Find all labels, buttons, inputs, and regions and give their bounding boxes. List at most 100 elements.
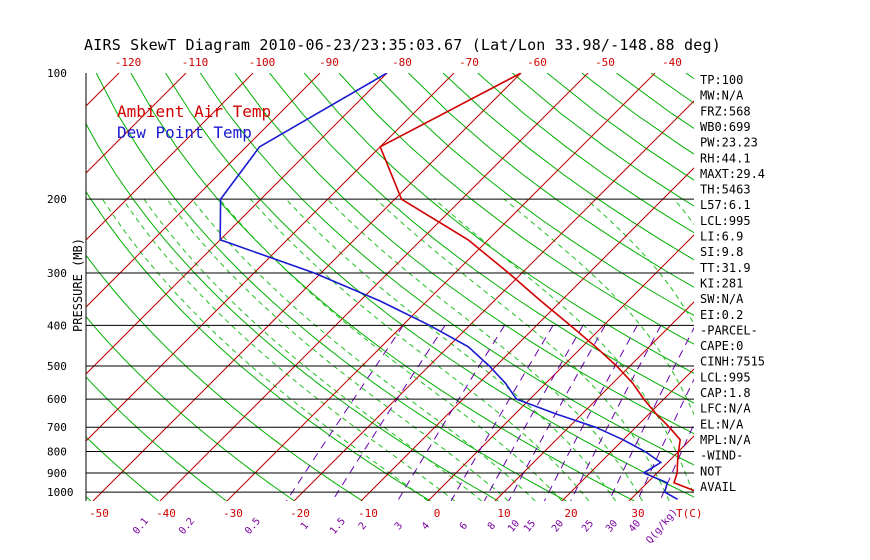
isotherm-line	[86, 73, 120, 107]
mixing-ratio-line	[331, 325, 446, 501]
moist-adiabat-line	[122, 198, 456, 501]
dry-adiabat-line	[130, 73, 635, 501]
isotherm-line	[561, 368, 694, 501]
dry-adiabat-line	[512, 73, 694, 207]
bottom-temp-tick-label: 0	[434, 507, 441, 520]
top-temp-tick-label: -70	[459, 56, 479, 69]
bottom-temp-tick-label: -20	[290, 507, 310, 520]
stat-line: LCL:995	[700, 370, 751, 384]
moist-adiabat-line	[326, 198, 643, 501]
top-temp-tick-label: -120	[115, 56, 142, 69]
stat-line: TP:100	[700, 73, 743, 87]
stat-line: PW:23.23	[700, 136, 758, 150]
isotherm-line	[86, 73, 321, 308]
mixing-ratio-line	[811, 325, 870, 501]
mixing-ratio-line	[758, 325, 828, 501]
stat-line: L57:6.1	[700, 198, 751, 212]
stat-line: LI:6.9	[700, 230, 743, 244]
stat-line: CAPE:0	[700, 339, 743, 353]
isotherm-line	[92, 73, 522, 501]
moist-adiabat-line	[433, 198, 694, 497]
dry-adiabat-line	[269, 73, 694, 404]
dry-adiabat-line	[0, 73, 23, 501]
bottom-temp-tick-label: -50	[89, 507, 109, 520]
dry-adiabat-line	[234, 73, 694, 435]
pressure-tick-label: 500	[47, 360, 67, 373]
mixing-ratio-label: 1.5	[328, 516, 348, 537]
mixing-ratio-label: 4	[420, 521, 432, 533]
isotherm-line	[494, 301, 694, 501]
stat-line: NOT	[700, 464, 722, 478]
mixing-ratio-label: 20	[550, 518, 566, 534]
air-temp-line	[379, 73, 694, 492]
isotherm-line	[360, 167, 694, 501]
mixing-ratio-label: 15	[522, 518, 538, 534]
chart-title: AIRS SkewT Diagram 2010-06-23/23:35:03.6…	[84, 36, 721, 54]
mixing-ratio-label: 6	[458, 521, 470, 533]
dry-adiabat-line	[165, 73, 694, 498]
dry-adiabats	[0, 73, 870, 501]
pressure-tick-label: 800	[47, 446, 67, 459]
bottom-temp-tick-label: 20	[564, 507, 577, 520]
dry-adiabat-line	[825, 73, 870, 501]
top-temp-tick-label: -50	[595, 56, 615, 69]
legend-air-temp: Ambient Air Temp	[117, 102, 271, 121]
dry-adiabat-line	[95, 73, 567, 501]
isotherm-line	[0, 73, 52, 501]
stat-line: EL:N/A	[700, 417, 744, 431]
isotherm-line	[293, 100, 694, 501]
mixing-ratio-line	[659, 422, 694, 501]
moist-adiabat-line	[503, 198, 694, 416]
dry-adiabat-line	[790, 73, 870, 501]
mixing-ratio-label: 25	[580, 518, 596, 534]
y-axis-label: PRESSURE (MB)	[71, 238, 85, 332]
isotherm-line	[159, 73, 589, 501]
moist-adiabat-line	[143, 198, 482, 501]
stat-line: LFC:N/A	[700, 402, 751, 416]
mixing-ratio-line	[570, 325, 662, 501]
mixing-ratio-line	[636, 378, 694, 501]
pressure-tick-label: 400	[47, 319, 67, 332]
stat-line: WB0:699	[700, 120, 751, 134]
top-temp-tick-label: -90	[319, 56, 339, 69]
dry-adiabat-line	[86, 376, 227, 501]
pressure-tick-label: 200	[47, 193, 67, 206]
dry-adiabat-line	[477, 73, 694, 234]
stat-line: RH:44.1	[700, 151, 751, 165]
dry-adiabat-line	[755, 73, 870, 501]
dry-adiabat-line	[338, 73, 694, 345]
stat-line: -PARCEL-	[700, 323, 758, 337]
stat-line: AVAIL	[700, 480, 736, 494]
moist-adiabat-line	[819, 199, 830, 501]
stat-line: -WIND-	[700, 449, 743, 463]
dry-adiabat-line	[86, 190, 431, 501]
mixing-ratio-line	[508, 325, 606, 501]
stat-line: MAXT:29.4	[700, 167, 765, 181]
dry-adiabat-line	[86, 315, 295, 501]
isotherm-line	[226, 73, 656, 501]
moist-adiabats	[102, 198, 830, 501]
mixing-ratio-line	[778, 325, 846, 501]
isotherm-line	[86, 73, 388, 375]
isobars	[86, 198, 694, 493]
mixing-ratio-line	[483, 325, 584, 501]
bottom-temp-tick-label: -30	[223, 507, 243, 520]
isotherm-line	[86, 73, 254, 241]
mixing-ratio-label: 10	[506, 518, 522, 534]
moist-adiabat-line	[375, 198, 670, 501]
isotherm-line	[86, 73, 455, 442]
top-temp-tick-label: -60	[527, 56, 547, 69]
top-temp-tick-label: -100	[249, 56, 276, 69]
pressure-tick-label: 300	[47, 267, 67, 280]
isotherm-line	[763, 73, 870, 501]
stat-line: EI:0.2	[700, 308, 743, 322]
moist-adiabat-line	[586, 198, 694, 326]
bottom-temp-tick-label: 10	[497, 507, 510, 520]
mixing-ratio-label: 1	[299, 521, 311, 533]
top-temp-tick-label: -110	[182, 56, 209, 69]
moist-adiabat-line	[191, 198, 536, 501]
mixing-ratio-label: 2	[357, 521, 369, 533]
pressure-tick-label: 700	[47, 421, 67, 434]
